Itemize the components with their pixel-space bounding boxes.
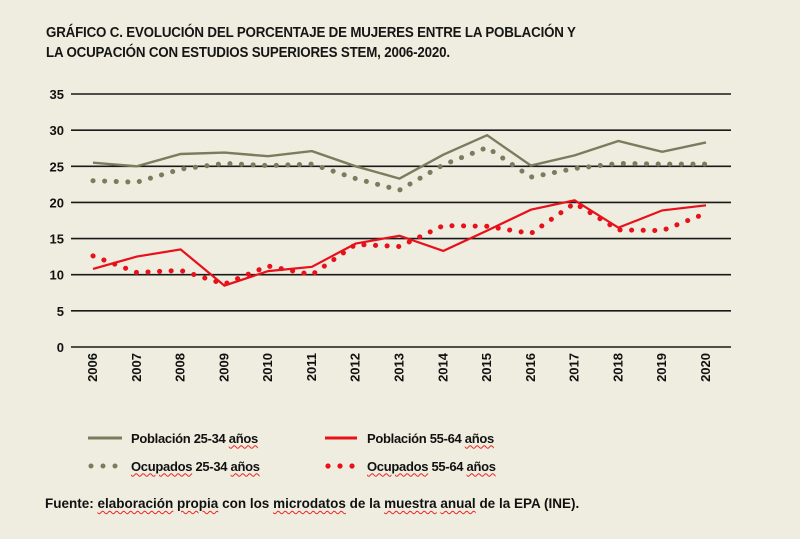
y-tick-label: 10 [50,268,64,283]
x-tick-label: 2011 [304,353,319,381]
x-tick-label: 2009 [216,353,231,382]
x-axis-ticks: 2006 2007 2008 2009 2010 2011 2012 2013 2014 2015… [85,352,713,382]
legend-label: Ocupados 25-34 años [131,458,260,474]
gridlines [71,93,731,348]
source-note: Fuente: elaboración propia con los micro… [45,496,580,511]
y-axis-ticks: 0 5 10 15 20 25 30 35 [50,87,64,355]
legend-swatch-dotted-red [325,463,355,469]
series-group [90,133,709,287]
x-tick-label: 2006 [85,353,100,382]
x-tick-label: 2020 [698,353,713,382]
legend-swatch-dotted-olive [88,463,118,469]
x-tick-label: 2016 [523,353,538,382]
series-line [92,133,707,180]
legend-swatch-solid-red [325,436,357,440]
x-tick-label: 2010 [260,353,275,382]
x-tick-label: 2014 [435,352,450,382]
y-tick-label: 15 [50,232,64,247]
chart-title: GRÁFICO C. EVOLUCIÓN DEL PORCENTAJE DE M… [46,23,690,63]
series-2 [92,199,707,287]
x-tick-label: 2007 [129,353,144,382]
x-tick-label: 2012 [348,353,363,382]
legend-label: Población 25-34 años [131,430,258,446]
legend-label: Ocupados 55-64 años [367,458,496,474]
chart-title-line-2: LA OCUPACIÓN CON ESTUDIOS SUPERIORES STE… [46,45,450,61]
series-3 [90,200,709,287]
series-0 [92,133,707,180]
x-tick-label: 2018 [610,353,625,382]
y-tick-label: 25 [50,159,64,174]
chart-title-line-1: GRÁFICO C. EVOLUCIÓN DEL PORCENTAJE DE M… [46,25,576,41]
series-dotted-line [90,144,709,193]
x-tick-label: 2019 [654,353,669,382]
x-tick-label: 2013 [392,353,407,382]
y-tick-label: 5 [57,304,64,319]
x-tick-label: 2015 [479,353,494,382]
series-line [92,199,707,287]
y-tick-label: 35 [50,87,64,102]
series-dotted-line [90,200,709,287]
x-tick-label: 2017 [567,353,582,382]
legend-swatch-solid-olive [88,436,122,440]
legend-item-ocupados-55-64: Ocupados 55-64 años [325,456,496,476]
legend-item-poblacion-55-64: Población 55-64 años [325,428,494,448]
legend-item-ocupados-25-34: Ocupados 25-34 años [88,456,260,476]
legend-label: Población 55-64 años [367,430,494,446]
y-tick-label: 0 [57,340,64,355]
x-tick-label: 2008 [173,353,188,382]
y-tick-label: 20 [50,195,64,210]
legend-item-poblacion-25-34: Población 25-34 años [88,428,258,448]
y-tick-label: 30 [50,123,64,138]
series-1 [90,144,709,193]
